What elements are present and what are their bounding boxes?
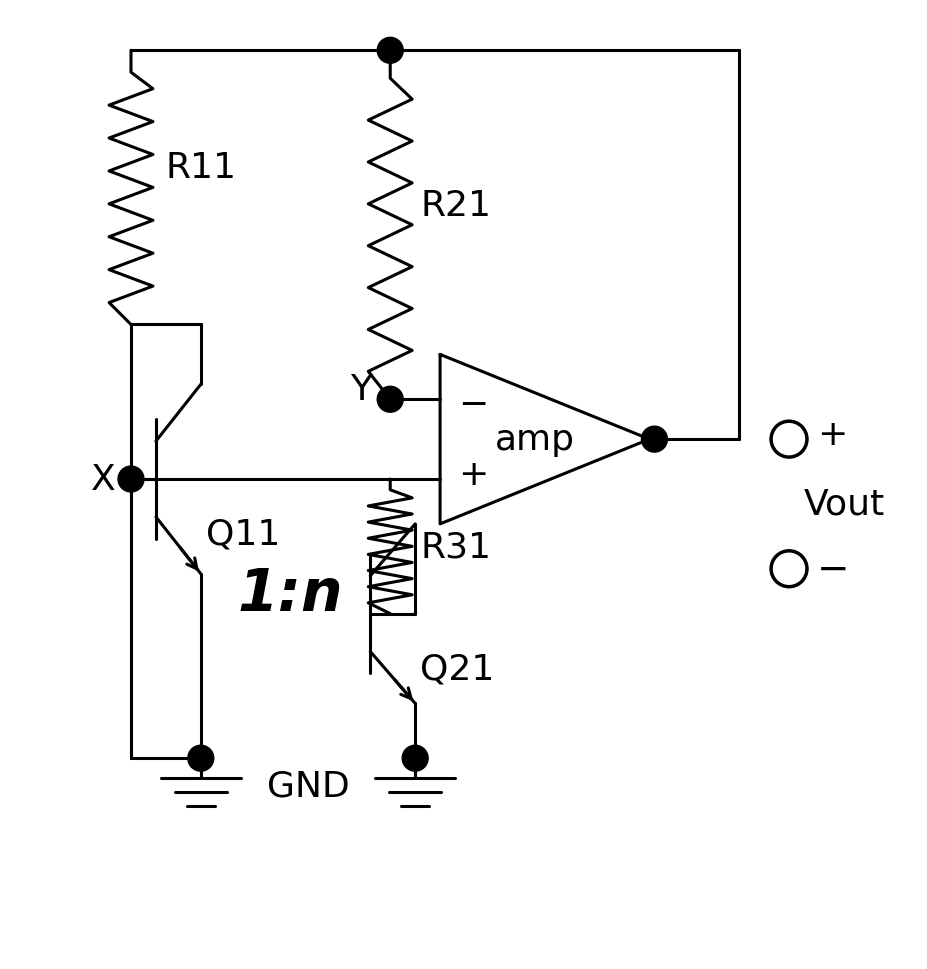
Circle shape: [401, 745, 427, 771]
Text: R21: R21: [420, 189, 490, 223]
Circle shape: [377, 387, 402, 413]
Circle shape: [187, 745, 213, 771]
Text: Vout: Vout: [803, 487, 884, 521]
Text: Y: Y: [349, 373, 372, 407]
Text: +: +: [816, 418, 846, 452]
Text: −: −: [458, 388, 488, 422]
Text: Q11: Q11: [206, 517, 280, 551]
Circle shape: [118, 466, 144, 492]
Text: +: +: [458, 457, 488, 491]
Circle shape: [770, 422, 806, 457]
Text: R11: R11: [166, 151, 236, 185]
Circle shape: [770, 551, 806, 587]
Text: 1:n: 1:n: [237, 566, 343, 622]
Text: R31: R31: [420, 530, 490, 564]
Text: Q21: Q21: [420, 652, 494, 686]
Text: amp: amp: [494, 422, 574, 456]
Text: X: X: [91, 462, 116, 496]
Circle shape: [377, 39, 402, 64]
Circle shape: [641, 426, 667, 453]
Text: GND: GND: [266, 768, 349, 802]
Text: −: −: [816, 550, 848, 588]
